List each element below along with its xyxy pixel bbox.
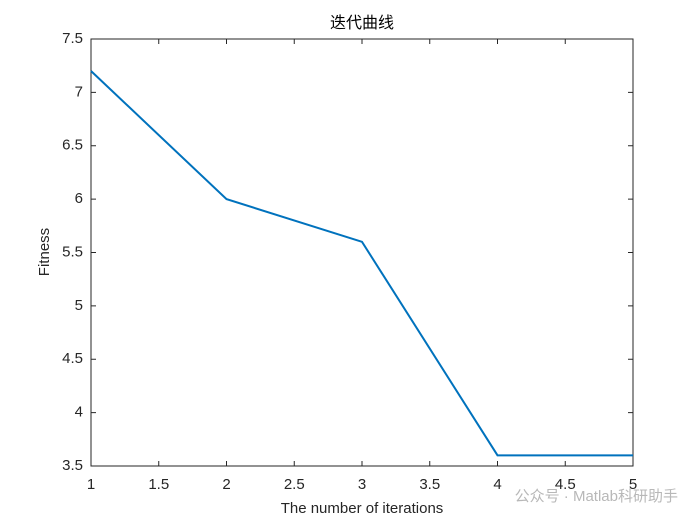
data-line (90, 70, 633, 457)
y-tick-label: 3.5 (62, 457, 83, 474)
y-tick-label: 4 (75, 404, 83, 421)
x-tick-label: 5 (629, 476, 637, 493)
x-tick-label: 2.5 (284, 476, 305, 493)
x-tick-label: 1.5 (148, 476, 169, 493)
x-tick-label: 1 (87, 476, 95, 493)
chart-title: 迭代曲线 (330, 14, 394, 32)
x-tick-label: 3.5 (419, 476, 440, 493)
x-tick-label: 4.5 (555, 476, 576, 493)
y-tick-label: 6 (75, 190, 83, 207)
y-tick-label: 5 (75, 297, 83, 314)
x-tick-label: 4 (493, 476, 501, 493)
x-axis-label: The number of iterations (281, 500, 444, 517)
y-tick-label: 7 (75, 83, 83, 100)
y-tick-label: 7.5 (62, 30, 83, 47)
y-tick-label: 6.5 (62, 137, 83, 154)
y-axis-label: Fitness (36, 228, 53, 276)
x-tick-label: 2 (222, 476, 230, 493)
y-tick-label: 5.5 (62, 243, 83, 260)
y-tick-label: 4.5 (62, 350, 83, 367)
watermark: 公众号 · Matlab科研助手 (515, 488, 678, 505)
x-tick-label: 3 (358, 476, 366, 493)
